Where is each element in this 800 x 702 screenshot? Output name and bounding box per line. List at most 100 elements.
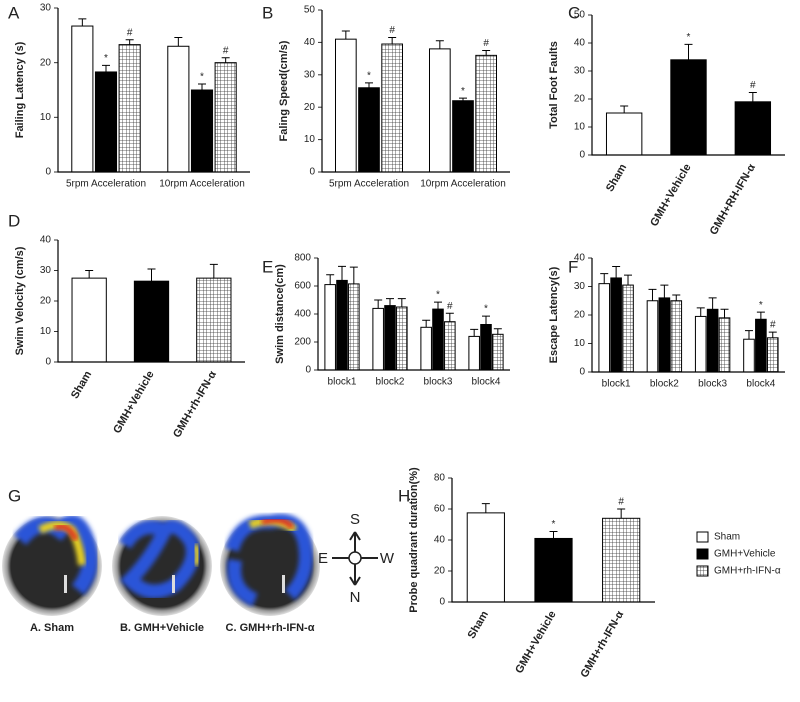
y-tick-label: 200: [294, 337, 311, 348]
panel-letter: F: [568, 257, 578, 276]
bar: [670, 59, 707, 156]
bar: [336, 279, 348, 371]
y-tick-label: 30: [40, 265, 52, 276]
x-tick-label: GMH+Vehicle: [111, 369, 156, 436]
heatmap: [2, 514, 102, 616]
significance-label: #: [483, 38, 489, 49]
compass-label: N: [350, 589, 361, 606]
x-tick-label: block3: [424, 377, 453, 388]
bar: [420, 326, 432, 371]
significance-label: *: [552, 519, 556, 530]
significance-label: *: [436, 290, 440, 301]
bar: [480, 324, 492, 371]
image-caption: B. GMH+Vehicle: [120, 622, 204, 634]
error-bar: [748, 92, 757, 102]
bar: [133, 280, 170, 363]
y-tick-label: 0: [579, 150, 585, 161]
y-tick-label: 40: [40, 235, 52, 246]
error-bar: [684, 43, 693, 60]
y-tick-label: 20: [40, 57, 52, 68]
heatmap: [220, 513, 320, 616]
y-tick-label: 0: [45, 357, 51, 368]
x-tick-label: block3: [698, 379, 727, 390]
x-tick-label: block1: [328, 377, 357, 388]
x-tick-label: block1: [602, 379, 631, 390]
y-tick-label: 10: [574, 122, 586, 133]
y-tick-label: 20: [304, 102, 316, 113]
error-bar: [493, 328, 502, 335]
error-bar: [720, 308, 729, 318]
axes: [451, 478, 655, 603]
y-axis-title: Failing Latency (s): [14, 41, 26, 138]
panel-letter: B: [262, 3, 273, 22]
y-tick-label: 30: [574, 66, 586, 77]
error-bar: [672, 294, 681, 301]
significance-label: *: [461, 86, 465, 97]
y-axis-title: Total Foot Faults: [548, 41, 560, 129]
error-bar: [768, 331, 777, 338]
bar: [71, 277, 107, 363]
bar: [466, 512, 505, 603]
error-bar: [374, 299, 383, 309]
bar: [428, 48, 451, 173]
error-bar: [708, 297, 717, 310]
error-bar: [422, 319, 431, 328]
error-bar: [435, 40, 444, 49]
axes: [317, 258, 510, 371]
error-bar: [744, 330, 753, 340]
error-bar: [624, 274, 633, 286]
y-tick-label: 600: [294, 281, 311, 292]
bar: [396, 306, 408, 371]
y-tick-label: 40: [304, 37, 316, 48]
y-tick-label: 0: [309, 167, 315, 178]
bar: [71, 25, 94, 173]
significance-label: *: [200, 72, 204, 83]
significance-label: #: [127, 27, 133, 38]
error-bar: [459, 97, 467, 101]
x-tick-label: 5rpm Acceleration: [329, 179, 409, 190]
error-bar: [221, 57, 230, 63]
y-tick-label: 40: [434, 535, 446, 546]
bar: [734, 101, 772, 156]
x-tick-label: Sham: [466, 609, 491, 641]
significance-label: *: [104, 53, 108, 64]
x-tick-label: GMH+Vehicle: [648, 162, 693, 229]
y-axis-title: Swim Velocity (cm/s): [14, 246, 26, 355]
y-tick-label: 0: [439, 597, 445, 608]
error-bar: [85, 270, 94, 279]
error-bar: [482, 50, 491, 56]
bar: [658, 297, 671, 373]
bar: [492, 333, 504, 371]
significance-label: #: [223, 45, 229, 56]
bar: [358, 87, 380, 173]
y-tick-label: 60: [434, 504, 446, 515]
bar: [766, 337, 779, 373]
x-tick-label: GMH+RH-IFN-α: [708, 162, 758, 237]
error-bar: [445, 312, 454, 322]
compass: S E W N: [318, 511, 395, 606]
error-bar: [696, 307, 705, 317]
legend-swatch: [696, 548, 709, 560]
x-tick-label: 10rpm Acceleration: [159, 179, 245, 190]
y-tick-label: 30: [40, 3, 52, 14]
legend-swatch: [696, 531, 709, 543]
bar: [348, 283, 360, 371]
error-bar: [470, 328, 479, 337]
x-tick-label: block2: [650, 379, 679, 390]
axes: [321, 10, 510, 173]
error-bar: [125, 39, 134, 45]
panel-letter: E: [262, 257, 273, 276]
significance-label: *: [759, 300, 763, 311]
y-tick-label: 20: [574, 310, 586, 321]
x-tick-label: GMH+Vehicle: [513, 609, 558, 676]
y-tick-label: 400: [294, 309, 311, 320]
error-bar: [349, 266, 358, 284]
bar: [118, 44, 141, 173]
bar: [384, 305, 396, 371]
x-tick-label: Sham: [69, 369, 94, 401]
error-bar: [338, 265, 346, 281]
legend-label: GMH+Vehicle: [714, 549, 776, 560]
bar: [324, 284, 336, 371]
bar: [646, 300, 659, 373]
